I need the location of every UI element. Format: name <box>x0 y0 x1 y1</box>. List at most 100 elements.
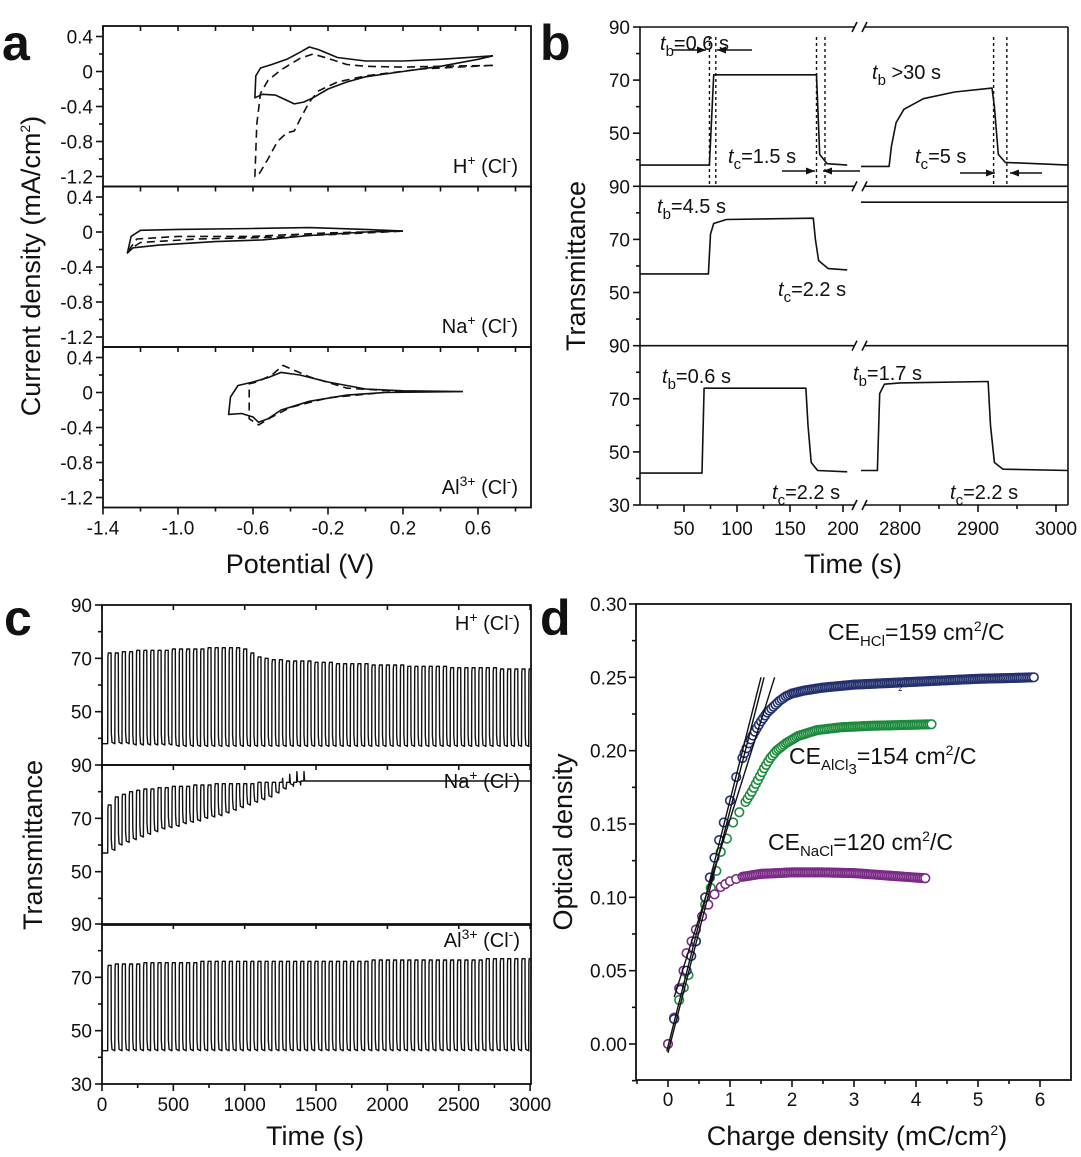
a-y-tick-label: -1.2 <box>60 489 93 510</box>
d-hcl-data-point <box>1028 672 1039 683</box>
c-y-tick-label: 30 <box>71 1075 92 1096</box>
c-label-h: H+ (Cl-) <box>455 609 520 635</box>
c-cycling-trace <box>101 958 531 1052</box>
a-y-tick-label: -1.2 <box>60 168 93 189</box>
d-linear-fit-line <box>666 677 762 1052</box>
b-y-tick-label: 50 <box>609 124 630 145</box>
b-annotation-var: t <box>853 363 860 385</box>
c-x-tick-label: 0 <box>97 1095 108 1116</box>
b-annotation-value: =4.5 s <box>671 196 726 218</box>
b-annotation-value: =2.2 s <box>791 279 846 301</box>
c-y-tick-label: 70 <box>71 649 92 670</box>
c-label-al: Al3+ (Cl-) <box>444 926 520 952</box>
d-label-nacl: CENaCl=120 cm2/C <box>768 828 953 860</box>
b-x-tick-label: 100 <box>721 519 753 540</box>
b-annotation-sub: b <box>666 43 674 60</box>
d-alcl3-data-point <box>734 807 745 818</box>
a-cv-dashed-curve <box>254 53 494 178</box>
a-cv-solid-curve <box>254 46 494 105</box>
c-label-na: Na+ (Cl-) <box>444 767 520 793</box>
a-y-axis-title: Current density (mA/cm2) <box>16 116 46 416</box>
d-x-tick-label: 6 <box>1035 1090 1046 1111</box>
b-annotation-sub: c <box>734 156 742 173</box>
b-annotation-bleaching-time: tb=0.6 s <box>662 366 731 393</box>
d-y-tick-label: 0.25 <box>590 668 627 689</box>
b-x-tick-label: 200 <box>827 519 859 540</box>
b-x-tick-label: 2800 <box>879 519 921 540</box>
b-y-tick-label: 70 <box>609 71 630 92</box>
d-x-tick-label: 0 <box>663 1090 674 1111</box>
c-y-tick-label: 90 <box>71 915 92 936</box>
b-axis-break-mark <box>851 340 858 352</box>
b-x-tick-label: 3000 <box>1035 519 1077 540</box>
b-annotation-coloring-time: tc=2.2 s <box>772 482 840 509</box>
d-y-tick-label: 0.00 <box>590 1035 627 1056</box>
b-annotation-coloring-time: tc=1.5 s <box>728 146 796 173</box>
b-annotation-sub: b <box>859 373 867 390</box>
b-annotation-var: t <box>657 196 664 218</box>
a-y-tick-label: -0.4 <box>60 419 93 440</box>
b-axis-break-mark <box>861 340 868 352</box>
a-y-tick-label: 0 <box>82 223 93 244</box>
d-x-tick-label: 5 <box>973 1090 984 1111</box>
b-x-tick-label: 150 <box>774 519 806 540</box>
b-annotation-sub: c <box>784 289 792 306</box>
b-annotation-var: t <box>660 33 667 55</box>
d-alcl3-data-point <box>926 719 937 730</box>
c-cycling-trace <box>101 771 531 854</box>
a-cv-dashed-curve <box>248 364 404 426</box>
b-annotation-var: t <box>872 62 879 84</box>
d-y-tick-label: 0.05 <box>590 962 627 983</box>
d-x-tick-label: 3 <box>849 1090 860 1111</box>
b-annotation-sub: c <box>956 492 964 509</box>
panel-letter-c: c <box>4 590 32 646</box>
b-annotation-coloring-time: tc=5 s <box>915 146 966 173</box>
a-cv-dashed-curve <box>128 230 404 251</box>
c-x-tick-label: 2500 <box>438 1095 480 1116</box>
b-arrow-right-head <box>806 167 815 175</box>
d-y-tick-label: 0.30 <box>590 595 627 616</box>
panel-letter-d: d <box>540 590 571 646</box>
b-annotation-bleaching-time: tb=0.6 s <box>660 33 729 60</box>
b-annotation-value: =2.2 s <box>963 482 1018 504</box>
b-axis-break-mark <box>861 21 868 33</box>
a-y-tick-label: -1.2 <box>60 328 93 349</box>
b-annotation-sub: b <box>663 206 671 223</box>
b-transmittance-trace-right <box>861 380 1069 472</box>
b-annotation-coloring-time: tc=2.2 s <box>778 279 846 306</box>
a-y-tick-label: -0.8 <box>60 133 93 154</box>
b-annotation-value: =0.6 s <box>676 366 731 388</box>
b-annotation-value: >30 s <box>886 62 941 84</box>
c-y-tick-label: 50 <box>71 703 92 724</box>
b-x-tick-label: 50 <box>673 519 694 540</box>
b-annotation-sub: b <box>878 72 886 89</box>
b-axis-break-mark <box>861 180 868 192</box>
a-x-tick-label: 0.6 <box>465 519 491 540</box>
d-y-tick-label: 0.15 <box>590 815 627 836</box>
a-y-tick-label: 0.4 <box>67 188 94 209</box>
b-x-axis-title: Time (s) <box>804 549 902 579</box>
b-annotation-value: =1.5 s <box>741 146 796 168</box>
d-x-tick-label: 1 <box>725 1090 736 1111</box>
b-annotation-coloring-time: tc=2.2 s <box>950 482 1018 509</box>
a-x-tick-label: -1.4 <box>87 519 120 540</box>
b-y-tick-label: 30 <box>609 496 630 517</box>
d-nacl-data-point <box>920 873 931 884</box>
c-cycling-trace <box>101 647 531 747</box>
b-arrow-right-head <box>697 46 706 54</box>
b-annotation-sub: c <box>778 492 786 509</box>
b-axis-break-mark <box>851 499 858 511</box>
b-arrow-right-head <box>986 169 995 177</box>
b-annotation-var: t <box>728 146 735 168</box>
d-nacl-data-point <box>709 889 720 900</box>
c-x-tick-label: 1000 <box>224 1095 266 1116</box>
c-x-axis-title: Time (s) <box>266 1121 364 1151</box>
a-y-tick-label: 0.4 <box>67 349 94 370</box>
d-label-hcl: CEHCl=159 cm2/C <box>828 618 1005 650</box>
b-annotation-var: t <box>950 482 957 504</box>
b-y-tick-label: 90 <box>609 18 630 39</box>
b-axis-break-mark <box>851 180 858 192</box>
c-y-tick-label: 50 <box>71 863 92 884</box>
a-y-tick-label: -0.8 <box>60 454 93 475</box>
a-y-tick-label: -0.4 <box>60 258 93 279</box>
